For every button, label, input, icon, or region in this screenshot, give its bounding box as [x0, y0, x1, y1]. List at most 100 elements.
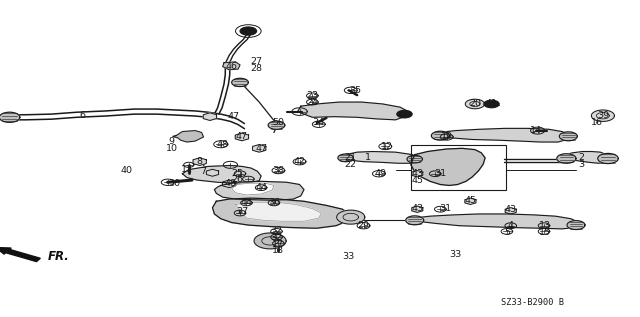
Text: 31: 31: [439, 204, 451, 213]
Text: 33: 33: [342, 252, 355, 261]
Polygon shape: [206, 169, 219, 176]
Text: 23: 23: [307, 91, 318, 100]
Text: 48: 48: [225, 179, 236, 188]
Text: FR.: FR.: [48, 250, 70, 263]
Text: 39: 39: [597, 111, 609, 120]
Text: SZ33-B2900 B: SZ33-B2900 B: [501, 298, 564, 307]
Text: 19: 19: [441, 133, 452, 141]
Polygon shape: [0, 112, 20, 122]
Text: 28: 28: [250, 64, 262, 73]
Polygon shape: [173, 131, 204, 142]
Polygon shape: [406, 216, 424, 225]
Polygon shape: [465, 198, 476, 204]
Polygon shape: [214, 181, 304, 200]
Polygon shape: [564, 152, 609, 163]
Text: 34: 34: [313, 119, 324, 127]
Polygon shape: [223, 180, 236, 188]
Text: 44: 44: [255, 183, 267, 191]
Text: 44: 44: [241, 198, 252, 207]
Polygon shape: [253, 145, 266, 152]
Text: 41: 41: [486, 100, 497, 108]
Text: 8: 8: [196, 157, 203, 166]
Text: 5: 5: [504, 228, 510, 236]
Circle shape: [484, 100, 499, 108]
Polygon shape: [298, 102, 408, 120]
Polygon shape: [182, 165, 261, 183]
Text: 25: 25: [231, 169, 243, 178]
Text: 4: 4: [508, 221, 514, 230]
Text: 38: 38: [273, 166, 284, 175]
Polygon shape: [193, 158, 206, 165]
Circle shape: [397, 110, 412, 118]
Text: 45: 45: [465, 196, 476, 205]
Polygon shape: [431, 131, 449, 140]
Text: 22: 22: [345, 160, 356, 169]
Polygon shape: [557, 154, 576, 163]
Polygon shape: [232, 183, 274, 195]
Text: 12: 12: [381, 142, 393, 151]
Text: 43: 43: [412, 204, 423, 213]
Text: 47: 47: [228, 112, 239, 121]
Polygon shape: [236, 202, 321, 221]
Polygon shape: [465, 99, 484, 109]
Text: 15: 15: [540, 228, 551, 236]
Text: 13: 13: [540, 221, 551, 230]
Text: 2: 2: [578, 153, 584, 162]
Polygon shape: [567, 221, 585, 230]
Text: 45: 45: [412, 176, 423, 184]
Text: 17: 17: [273, 240, 284, 249]
Text: 32: 32: [271, 233, 282, 242]
Text: 35: 35: [349, 86, 361, 95]
Text: 33: 33: [449, 250, 462, 259]
Text: 48: 48: [217, 140, 228, 149]
Polygon shape: [598, 153, 618, 164]
Text: 1: 1: [365, 153, 371, 162]
Text: 9: 9: [168, 137, 175, 146]
Polygon shape: [223, 62, 240, 70]
Text: 29: 29: [358, 221, 369, 230]
Text: 7: 7: [200, 167, 207, 176]
Text: 42: 42: [294, 157, 305, 166]
Polygon shape: [438, 128, 571, 142]
Polygon shape: [411, 214, 579, 229]
Text: 46: 46: [226, 62, 237, 71]
Text: 6: 6: [79, 111, 85, 120]
Polygon shape: [204, 113, 216, 120]
Text: 26: 26: [231, 175, 243, 184]
Text: 3: 3: [578, 160, 584, 169]
Text: 43: 43: [505, 205, 516, 214]
Polygon shape: [412, 206, 423, 212]
Text: 24: 24: [307, 98, 318, 107]
Circle shape: [240, 27, 257, 35]
Polygon shape: [254, 233, 286, 249]
Text: 10: 10: [166, 144, 177, 153]
Text: 40: 40: [121, 166, 132, 175]
Polygon shape: [212, 198, 351, 228]
Polygon shape: [342, 152, 417, 163]
Text: 27: 27: [250, 57, 262, 66]
Text: 37: 37: [236, 207, 248, 216]
Text: 16: 16: [591, 119, 602, 127]
Text: 21: 21: [345, 153, 356, 162]
Text: 30: 30: [168, 179, 180, 188]
Polygon shape: [338, 154, 353, 162]
Text: 20: 20: [469, 100, 481, 108]
Polygon shape: [505, 208, 516, 214]
Text: 14: 14: [531, 126, 542, 135]
Polygon shape: [411, 148, 485, 185]
Polygon shape: [559, 132, 577, 141]
Polygon shape: [591, 110, 614, 121]
Text: 31: 31: [435, 169, 446, 178]
Text: 49: 49: [375, 169, 387, 178]
Polygon shape: [236, 133, 248, 141]
Text: 47: 47: [236, 133, 248, 141]
Text: 18: 18: [273, 246, 284, 255]
Text: 32: 32: [271, 226, 282, 235]
FancyArrow shape: [0, 248, 40, 262]
Polygon shape: [232, 78, 248, 87]
Polygon shape: [407, 155, 422, 163]
Text: 43: 43: [412, 169, 423, 178]
Polygon shape: [337, 210, 365, 224]
Text: 50: 50: [273, 119, 284, 127]
Text: 11: 11: [181, 165, 193, 174]
